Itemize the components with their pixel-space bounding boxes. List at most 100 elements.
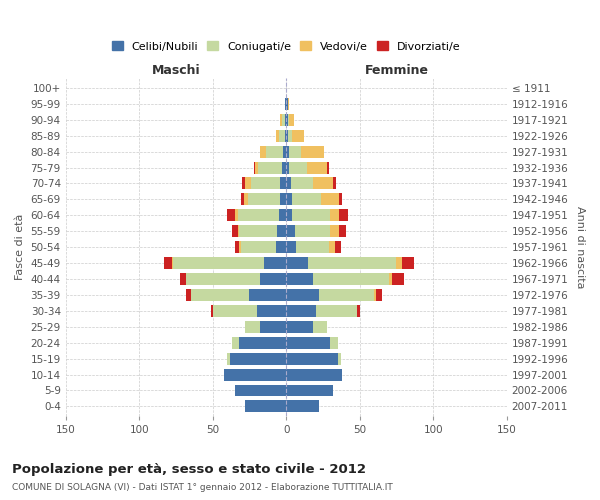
Bar <box>286 321 313 333</box>
Bar <box>211 305 212 317</box>
Bar <box>286 336 331 348</box>
Bar <box>328 162 329 173</box>
Bar <box>289 162 307 173</box>
Bar <box>251 178 280 190</box>
Bar <box>276 130 279 141</box>
Bar <box>286 368 342 380</box>
Bar <box>260 273 286 285</box>
Bar <box>286 257 308 269</box>
Bar <box>280 178 286 190</box>
Bar <box>339 226 346 237</box>
Bar <box>254 162 256 173</box>
Bar <box>313 321 328 333</box>
Bar <box>286 146 289 158</box>
Bar <box>239 336 286 348</box>
Bar <box>286 162 289 173</box>
Bar <box>279 210 286 222</box>
Text: Maschi: Maschi <box>152 64 200 77</box>
Bar <box>286 130 287 141</box>
Bar <box>286 305 316 317</box>
Bar <box>280 114 282 126</box>
Bar <box>227 210 235 222</box>
Bar <box>224 368 286 380</box>
Bar <box>286 226 295 237</box>
Bar <box>290 178 313 190</box>
Bar <box>289 114 293 126</box>
Bar <box>277 226 286 237</box>
Bar <box>301 146 325 158</box>
Bar <box>286 400 319 412</box>
Bar <box>286 210 292 222</box>
Bar <box>186 273 260 285</box>
Bar <box>164 257 172 269</box>
Bar <box>239 241 241 253</box>
Bar <box>238 226 239 237</box>
Bar <box>282 114 285 126</box>
Bar <box>173 257 264 269</box>
Bar <box>287 130 292 141</box>
Bar <box>329 241 335 253</box>
Bar <box>285 98 286 110</box>
Bar <box>296 241 329 253</box>
Bar <box>258 162 282 173</box>
Bar <box>289 146 301 158</box>
Bar <box>266 146 283 158</box>
Bar <box>392 273 404 285</box>
Bar <box>239 226 277 237</box>
Bar <box>389 273 392 285</box>
Bar <box>250 289 286 301</box>
Bar <box>322 194 339 205</box>
Bar <box>295 226 331 237</box>
Bar <box>292 194 322 205</box>
Bar <box>257 305 286 317</box>
Bar <box>292 130 304 141</box>
Bar <box>285 130 286 141</box>
Bar <box>282 162 286 173</box>
Bar <box>339 210 348 222</box>
Bar <box>181 273 186 285</box>
Bar <box>286 98 287 110</box>
Bar <box>286 384 333 396</box>
Bar <box>286 241 296 253</box>
Bar <box>264 257 286 269</box>
Bar <box>276 241 286 253</box>
Bar <box>238 210 279 222</box>
Bar <box>232 336 239 348</box>
Bar <box>260 146 266 158</box>
Bar <box>338 352 341 364</box>
Bar <box>357 305 360 317</box>
Y-axis label: Anni di nascita: Anni di nascita <box>575 206 585 288</box>
Bar <box>248 194 280 205</box>
Legend: Celibi/Nubili, Coniugati/e, Vedovi/e, Divorziati/e: Celibi/Nubili, Coniugati/e, Vedovi/e, Di… <box>107 36 465 56</box>
Bar <box>245 321 260 333</box>
Bar <box>287 98 289 110</box>
Text: Popolazione per età, sesso e stato civile - 2012: Popolazione per età, sesso e stato civil… <box>12 462 366 475</box>
Bar <box>316 305 357 317</box>
Bar <box>235 210 238 222</box>
Bar <box>292 210 331 222</box>
Bar <box>335 241 341 253</box>
Bar <box>256 162 258 173</box>
Bar <box>172 257 173 269</box>
Bar <box>230 352 286 364</box>
Bar <box>287 114 289 126</box>
Bar <box>235 241 239 253</box>
Bar <box>333 178 336 190</box>
Bar <box>286 194 292 205</box>
Bar <box>244 194 248 205</box>
Bar <box>313 178 333 190</box>
Bar <box>191 289 250 301</box>
Bar <box>331 226 339 237</box>
Bar <box>235 384 286 396</box>
Bar <box>260 321 286 333</box>
Text: Femmine: Femmine <box>364 64 428 77</box>
Bar <box>232 226 238 237</box>
Bar <box>286 289 319 301</box>
Bar <box>307 162 328 173</box>
Bar <box>242 178 245 190</box>
Y-axis label: Fasce di età: Fasce di età <box>15 214 25 280</box>
Bar <box>245 178 251 190</box>
Bar <box>280 194 286 205</box>
Bar <box>331 210 339 222</box>
Bar <box>397 257 403 269</box>
